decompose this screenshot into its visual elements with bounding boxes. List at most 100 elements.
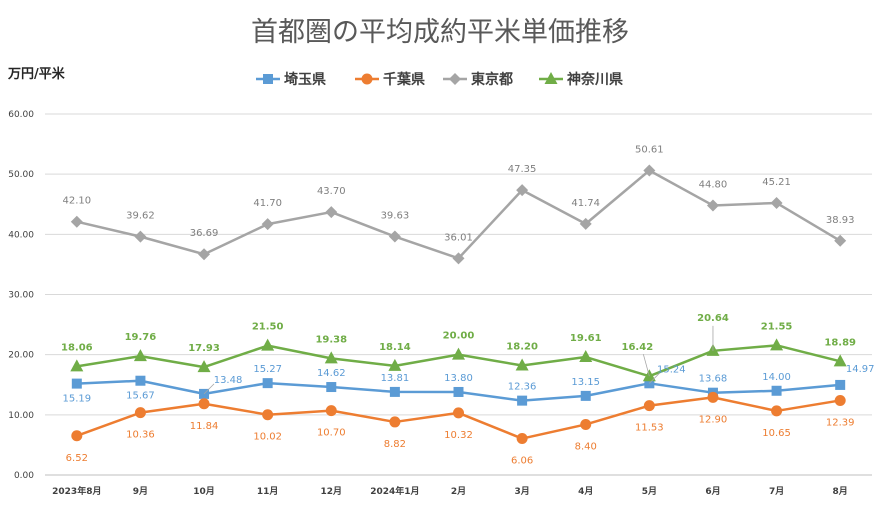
data-point xyxy=(833,354,847,367)
legend-label: 埼玉県 xyxy=(284,71,326,88)
data-point xyxy=(325,405,337,417)
data-point xyxy=(389,416,401,428)
data-label: 6.52 xyxy=(66,453,88,464)
legend-marker xyxy=(263,74,273,84)
data-point xyxy=(261,338,275,351)
data-label: 13.48 xyxy=(214,375,243,386)
data-label: 41.70 xyxy=(253,198,282,209)
x-tick-label: 7月 xyxy=(769,486,784,497)
legend-marker xyxy=(361,73,373,85)
data-point xyxy=(453,386,464,397)
y-axis-unit-label: 万円/平米 xyxy=(7,66,66,82)
x-tick-label: 4月 xyxy=(578,486,593,497)
data-point xyxy=(262,378,273,389)
data-label: 21.50 xyxy=(252,322,284,333)
data-point xyxy=(389,386,400,397)
data-label: 8.82 xyxy=(384,439,406,450)
data-point xyxy=(452,347,465,360)
x-tick-label: 9月 xyxy=(133,486,148,497)
data-point xyxy=(579,217,592,230)
data-label: 11.53 xyxy=(635,423,664,434)
data-label: 45.21 xyxy=(762,177,791,188)
data-point xyxy=(197,360,211,373)
data-label: 10.32 xyxy=(444,430,473,441)
data-label: 10.36 xyxy=(126,430,155,441)
data-label: 10.65 xyxy=(762,428,791,439)
legend-label: 東京都 xyxy=(471,71,513,88)
data-label: 18.89 xyxy=(824,337,856,348)
data-label: 20.00 xyxy=(443,331,475,342)
data-label: 15.24 xyxy=(657,364,686,375)
data-label: 36.01 xyxy=(444,232,473,243)
legend-label: 神奈川県 xyxy=(567,71,623,88)
data-label: 8.40 xyxy=(575,441,597,452)
data-label: 15.19 xyxy=(62,394,91,405)
data-point xyxy=(134,230,147,243)
x-tick-label: 6月 xyxy=(705,486,720,497)
data-point xyxy=(198,398,210,410)
legend-label: 千葉県 xyxy=(383,71,425,88)
legend-item: 神奈川県 xyxy=(539,71,623,88)
data-point xyxy=(262,409,274,421)
legend-marker xyxy=(449,73,461,85)
data-label: 18.14 xyxy=(379,342,411,353)
data-label: 14.00 xyxy=(762,372,791,383)
data-label: 42.10 xyxy=(62,196,91,207)
data-point xyxy=(516,433,528,445)
data-labels: 15.19 15.67 13.48 15.27 14.62 13.81 13.80 12.36… xyxy=(61,144,875,466)
data-point xyxy=(579,350,593,363)
data-point xyxy=(834,394,846,406)
x-tick-label: 5月 xyxy=(642,486,657,497)
x-tick-label: 2023年8月 xyxy=(52,485,101,497)
data-label: 38.93 xyxy=(826,215,855,226)
y-tick-label: 0.00 xyxy=(14,471,34,481)
data-label: 12.39 xyxy=(826,417,855,428)
data-point xyxy=(707,391,719,403)
legend-item: 千葉県 xyxy=(355,71,425,88)
data-point xyxy=(388,230,401,243)
data-label: 15.27 xyxy=(253,364,282,375)
data-label: 13.68 xyxy=(699,374,728,385)
data-point xyxy=(834,234,847,247)
data-label: 50.61 xyxy=(635,144,664,155)
data-label: 11.84 xyxy=(190,421,219,432)
label-leader-line xyxy=(203,383,215,395)
data-point xyxy=(453,407,464,419)
data-point xyxy=(261,218,274,231)
data-point xyxy=(70,359,84,372)
legend-item: 埼玉県 xyxy=(256,71,326,88)
data-label: 44.80 xyxy=(699,179,728,190)
gridlines xyxy=(45,113,872,416)
data-point xyxy=(326,382,337,393)
data-label: 43.70 xyxy=(317,186,346,197)
data-label: 41.74 xyxy=(571,198,600,209)
data-label: 18.20 xyxy=(506,341,538,352)
data-point xyxy=(198,248,211,261)
data-point xyxy=(71,430,83,442)
x-tick-label: 12月 xyxy=(321,486,343,497)
data-label: 17.93 xyxy=(188,343,220,354)
legend-marker xyxy=(544,72,558,84)
legend: 埼玉県 千葉県 東京都 神奈川県 xyxy=(256,71,623,88)
data-point xyxy=(771,405,783,417)
data-point xyxy=(517,395,528,406)
x-tick-label: 2月 xyxy=(451,486,466,497)
data-label: 19.76 xyxy=(125,332,157,343)
x-tick-label: 10月 xyxy=(193,486,215,497)
data-point xyxy=(770,196,783,209)
data-point xyxy=(70,215,83,228)
series-group xyxy=(70,164,847,445)
data-point xyxy=(516,184,529,197)
series-東京都 xyxy=(70,164,847,265)
data-label: 13.80 xyxy=(444,373,473,384)
data-label: 12.90 xyxy=(699,414,728,425)
data-point xyxy=(133,349,147,362)
axes: 0.00 10.00 20.00 30.00 40.00 50.00 60.00 2023年8… xyxy=(8,110,872,497)
data-point xyxy=(388,358,402,371)
data-point xyxy=(135,375,146,386)
data-label: 36.69 xyxy=(190,228,219,239)
x-tick-label: 2024年1月 xyxy=(370,485,419,497)
data-label: 21.55 xyxy=(761,321,793,332)
chart-title: 首都圏の平均成約平米単価推移 xyxy=(251,17,629,48)
